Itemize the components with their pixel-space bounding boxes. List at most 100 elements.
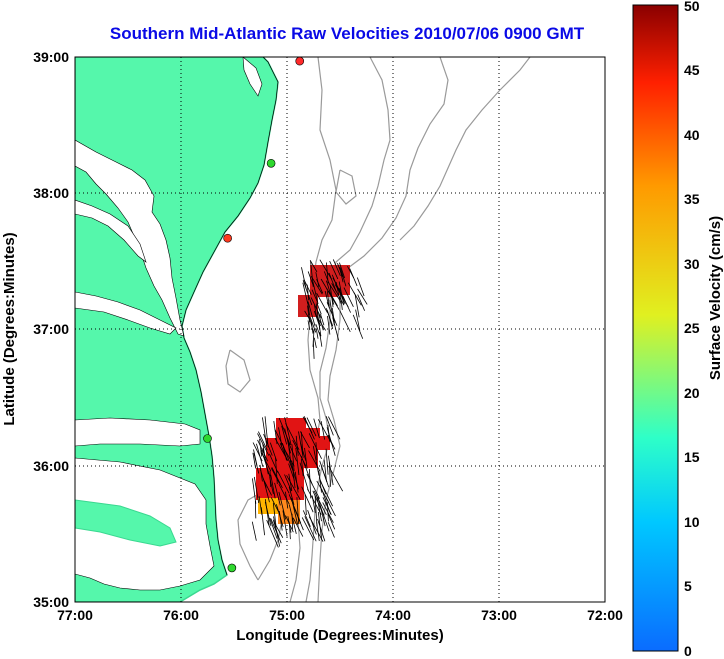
velocity-vector [328,282,342,303]
south-patch-cell-6 [258,498,278,514]
velocity-vector [303,416,315,440]
south-patch-cell-5 [318,436,330,450]
velocity-vector [264,499,270,526]
x-tick-labels: 77:00 76:00 75:00 74:00 73:00 72:00 [57,607,623,623]
velocity-vector [320,421,326,440]
velocity-vector [343,287,354,307]
velocity-vector [307,488,322,515]
velocity-vector [331,283,345,306]
velocity-vector [338,281,345,305]
velocity-vector [317,312,324,331]
velocity-vector [319,332,323,347]
velocity-vector [263,433,273,456]
x-tick-77: 77:00 [57,607,93,623]
x-tick-73: 73:00 [481,607,517,623]
cb-tick-0: 0 [684,643,692,659]
velocity-vector [320,481,333,507]
velocity-vector [329,284,334,308]
velocity-vector [310,276,323,295]
x-tick-74: 74:00 [375,607,411,623]
x-tick-72: 72:00 [587,607,623,623]
velocity-vector [270,497,279,512]
cb-tick-25: 25 [684,320,700,336]
velocity-vector [281,442,294,472]
velocity-vector [315,272,320,287]
velocity-vector [316,480,330,504]
velocity-vector [323,271,330,285]
velocity-vector [313,418,320,439]
colorbar-ticks: 0 5 10 15 20 25 30 35 40 45 50 [684,0,700,659]
cb-tick-35: 35 [684,191,700,207]
velocity-vector [306,473,320,499]
velocity-vector [282,510,288,537]
velocity-vector [357,294,365,311]
velocity-vector [263,478,270,503]
velocity-vector [304,447,308,469]
grid [75,57,605,602]
velocity-vector [295,447,300,476]
velocity-vector [288,504,297,534]
velocity-vector [326,427,336,456]
velocity-vector [306,417,317,437]
velocity-vector [303,279,312,295]
velocity-vector [288,486,295,505]
velocity-vector [326,291,330,306]
velocity-vector [319,259,333,280]
velocity-vector [287,516,292,533]
velocity-vector [316,315,321,327]
velocity-vector [258,496,263,516]
albemarle-sound [75,417,201,447]
velocity-vector [316,279,324,294]
velocity-vector [342,296,351,313]
velocity-vector [311,289,318,303]
velocity-vector [322,502,334,523]
velocity-vector [278,417,291,446]
velocity-vector [270,474,276,499]
velocity-vector [317,419,334,446]
velocity-vector [339,287,343,310]
velocity-vectors [251,259,368,548]
velocity-vector [339,309,351,333]
velocity-vector [252,452,257,469]
velocity-vector [289,460,300,490]
station-marker-0 [295,56,305,66]
velocity-vector [328,416,341,440]
velocity-vector [292,439,307,467]
velocity-vector [332,317,340,341]
velocity-vector [259,464,263,482]
velocity-vector [349,268,358,287]
station-marker-2 [223,233,232,243]
axes-frame [74,56,606,603]
velocity-vector [307,271,314,286]
cb-tick-45: 45 [684,62,700,78]
potomac-river [75,199,147,263]
velocity-vector [277,470,290,494]
velocity-vector [304,493,307,516]
velocity-vector [271,467,283,489]
velocity-vector [319,504,330,532]
y-axis-title: Latitude (Degrees:Minutes) [1,232,18,425]
velocity-vector [293,506,304,531]
velocity-vector [302,280,313,306]
velocity-vector [262,443,267,462]
velocity-vector [278,511,283,531]
y-tick-37: 37:00 [33,321,69,337]
pamlico-land-tongue [75,499,177,547]
velocity-vector [269,453,279,473]
velocity-vector [307,301,310,316]
velocity-vector [300,443,307,462]
velocity-vector [316,302,322,315]
velocity-vector [296,497,300,525]
velocity-vector [313,490,327,516]
velocity-vector [302,510,311,527]
velocity-vector [347,282,357,297]
velocity-vector [331,307,335,323]
velocity-vector [309,260,318,273]
cb-tick-30: 30 [684,256,700,272]
velocity-vector [304,516,317,542]
y-tick-39: 39:00 [33,49,69,65]
velocity-vector [308,433,322,459]
velocity-vector [301,458,304,476]
velocity-vector [291,460,296,489]
y-tick-35: 35:00 [33,594,69,610]
